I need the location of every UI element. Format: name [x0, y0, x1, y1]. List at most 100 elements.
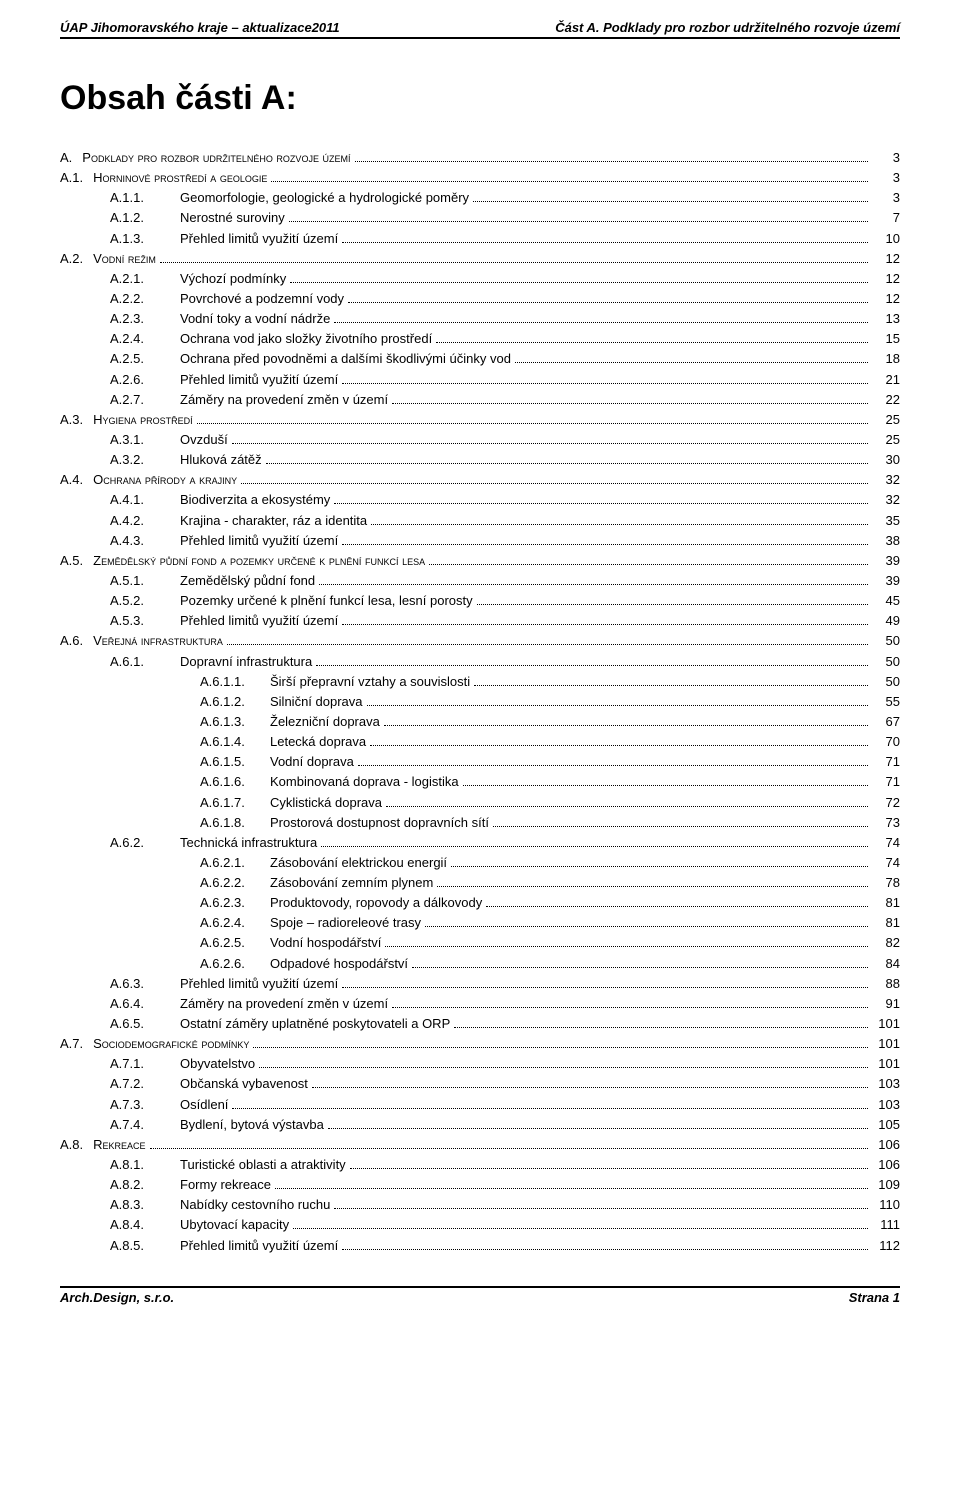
toc-entry: A.6.1.7.Cyklistická doprava 72 [60, 793, 900, 813]
toc-entry-label: Přehled limitů využití území [180, 370, 338, 390]
toc-entry-label: Přehled limitů využití území [180, 1236, 338, 1256]
toc-entry-page: 101 [872, 1054, 900, 1074]
toc-entry-label: Dopravní infrastruktura [180, 652, 312, 672]
toc-entry-label: Rekreace [93, 1135, 145, 1155]
toc-entry-label: Přehled limitů využití území [180, 974, 338, 994]
toc-leader-dots [328, 1116, 868, 1129]
toc-entry: A.4.1.Biodiverzita a ekosystémy 32 [60, 490, 900, 510]
toc-entry-page: 72 [872, 793, 900, 813]
toc-leader-dots [358, 754, 868, 767]
toc-entry: A.1.Horninové prostředí a geologie3 [60, 168, 900, 188]
toc-leader-dots [334, 310, 868, 323]
toc-entry: A.6.1.4.Letecká doprava70 [60, 732, 900, 752]
header-left: ÚAP Jihomoravského kraje – aktualizace20… [60, 20, 340, 35]
toc-entry-page: 91 [872, 994, 900, 1014]
toc-leader-dots [293, 1217, 868, 1230]
toc-entry-label: Bydlení, bytová výstavba [180, 1115, 324, 1135]
toc-entry-number: A.2.7. [110, 390, 180, 410]
toc-entry-page: 67 [872, 712, 900, 732]
toc-entry-page: 103 [872, 1095, 900, 1115]
toc-entry: A.6.1.Dopravní infrastruktura50 [60, 652, 900, 672]
toc-entry-label: Biodiverzita a ekosystémy [180, 490, 330, 510]
header-right: Část A. Podklady pro rozbor udržitelného… [555, 20, 900, 35]
toc-entry-page: 112 [872, 1236, 900, 1256]
toc-entry-page: 32 [872, 470, 900, 490]
toc-leader-dots [241, 472, 868, 485]
toc-entry-number: A.6.2. [110, 833, 180, 853]
toc-entry-number: A.1.2. [110, 208, 180, 228]
toc-leader-dots [392, 391, 868, 404]
toc-leader-dots [253, 1036, 868, 1049]
toc-entry-page: 110 [872, 1195, 900, 1215]
toc-leader-dots [232, 431, 868, 444]
toc-entry-page: 10 [872, 229, 900, 249]
toc-entry-label: Formy rekreace [180, 1175, 271, 1195]
toc-entry: A.6.5.Ostatní záměry uplatněné poskytova… [60, 1014, 900, 1034]
toc-entry-number: A.1.1. [110, 188, 180, 208]
toc-entry-page: 3 [872, 188, 900, 208]
toc-leader-dots [342, 371, 868, 384]
toc-entry-label: Technická infrastruktura [180, 833, 317, 853]
toc-entry-number: A.6. [60, 631, 93, 651]
toc-entry-label: Cyklistická doprava [270, 793, 382, 813]
toc-entry-page: 55 [872, 692, 900, 712]
toc-entry-number: A.8. [60, 1135, 93, 1155]
toc-leader-dots [348, 290, 868, 303]
toc-entry-page: 101 [872, 1034, 900, 1054]
toc-entry: A.6.2.3.Produktovody, ropovody a dálkovo… [60, 893, 900, 913]
toc-entry: A.3.2.Hluková zátěž30 [60, 450, 900, 470]
toc-entry-label: Povrchové a podzemní vody [180, 289, 344, 309]
page-title: Obsah části A: [60, 79, 900, 118]
toc-entry-page: 71 [872, 752, 900, 772]
toc-entry: A.8.4.Ubytovací kapacity111 [60, 1215, 900, 1235]
toc-entry-number: A.6.1.7. [200, 793, 270, 813]
toc-leader-dots [384, 713, 868, 726]
toc-leader-dots [371, 512, 868, 525]
toc-leader-dots [312, 1076, 868, 1089]
toc-entry-page: 111 [872, 1215, 900, 1235]
toc-entry-page: 32 [872, 490, 900, 510]
toc-leader-dots [385, 935, 868, 948]
toc-leader-dots [334, 1197, 868, 1210]
toc-entry-label: Nerostné suroviny [180, 208, 285, 228]
toc-entry: A.6.1.1.Širší přepravní vztahy a souvisl… [60, 672, 900, 692]
toc-entry-label: Veřejná infrastruktura [93, 631, 223, 651]
toc-entry-number: A.7.2. [110, 1074, 180, 1094]
toc-entry-label: Železniční doprava [270, 712, 380, 732]
toc-entry-number: A.4.1. [110, 490, 180, 510]
toc-entry-label: Ubytovací kapacity [180, 1215, 289, 1235]
toc-entry-page: 25 [872, 410, 900, 430]
toc-leader-dots [493, 814, 868, 827]
toc-entry-label: Přehled limitů využití území [180, 229, 338, 249]
toc-entry-number: A. [60, 148, 82, 168]
toc-entry-number: A.2.5. [110, 349, 180, 369]
toc-leader-dots [227, 633, 868, 646]
toc-entry-label: Vodní toky a vodní nádrže [180, 309, 330, 329]
toc-leader-dots [486, 895, 868, 908]
toc-entry-label: Krajina - charakter, ráz a identita [180, 511, 367, 531]
toc-leader-dots [412, 955, 868, 968]
toc-entry-label: Produktovody, ropovody a dálkovody [270, 893, 482, 913]
toc-entry: A.6.2.5.Vodní hospodářství82 [60, 933, 900, 953]
toc-entry-number: A.7.3. [110, 1095, 180, 1115]
toc-entry-number: A.6.1.1. [200, 672, 270, 692]
toc-entry-label: Občanská vybavenost [180, 1074, 308, 1094]
toc-entry-number: A.2.3. [110, 309, 180, 329]
toc-entry-label: Ovzduší [180, 430, 228, 450]
toc-entry-label: Ostatní záměry uplatněné poskytovateli a… [180, 1014, 450, 1034]
toc-entry: A.2.6.Přehled limitů využití území21 [60, 370, 900, 390]
toc-entry-label: Podklady pro rozbor udržitelného rozvoje… [82, 148, 350, 168]
toc-leader-dots [429, 552, 868, 565]
toc-entry-number: A.6.1.5. [200, 752, 270, 772]
toc-leader-dots [342, 1237, 868, 1250]
toc-entry-page: 12 [872, 269, 900, 289]
toc-entry-page: 13 [872, 309, 900, 329]
toc-leader-dots [473, 190, 868, 203]
toc-entry: A.2.3.Vodní toky a vodní nádrže 13 [60, 309, 900, 329]
toc-entry-number: A.6.2.6. [200, 954, 270, 974]
toc-entry-page: 74 [872, 853, 900, 873]
footer-right: Strana 1 [849, 1290, 900, 1305]
toc-entry-number: A.6.1.4. [200, 732, 270, 752]
toc-entry: A.5.3.Přehled limitů využití území49 [60, 611, 900, 631]
toc-entry: A.2.Vodní režim12 [60, 249, 900, 269]
